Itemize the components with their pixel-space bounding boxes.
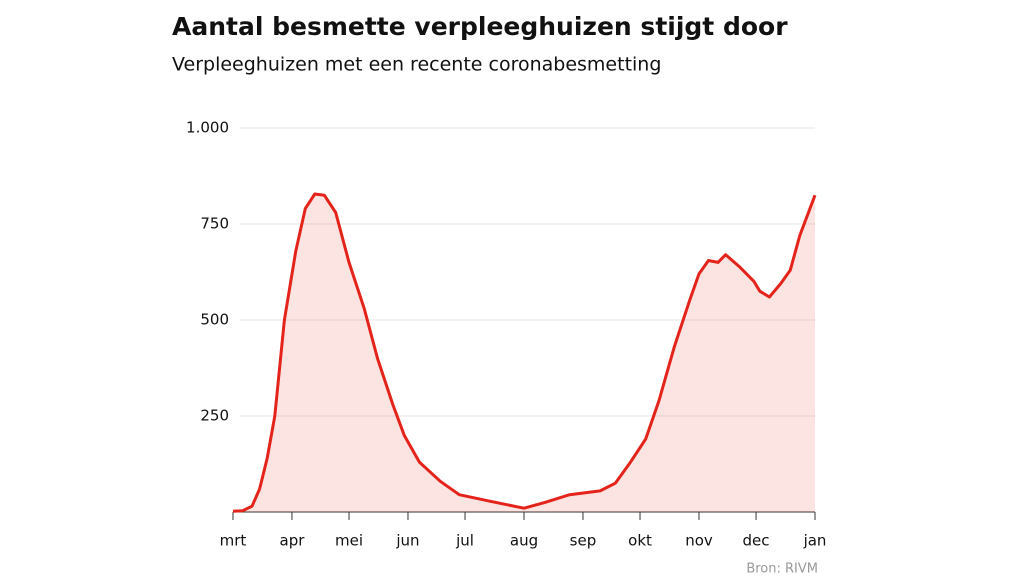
x-tick-label: aug [510, 532, 538, 550]
x-tick-label: jul [455, 532, 474, 550]
chart-title: Aantal besmette verpleeghuizen stijgt do… [172, 12, 788, 41]
x-tick-label: mei [335, 532, 363, 550]
y-tick-label: 250 [200, 407, 229, 425]
y-tick-label: 500 [200, 311, 229, 329]
line [232, 192, 817, 513]
chart-subtitle: Verpleeghuizen met een recente coronabes… [172, 54, 661, 76]
x-tick-label: mrt [220, 532, 247, 550]
y-tick-label: 750 [200, 215, 229, 233]
x-tick-label: jun [395, 532, 419, 550]
x-tick-label: dec [743, 532, 770, 550]
source: Bron: RIVM [746, 562, 818, 576]
x-tick-label: nov [685, 532, 713, 550]
x-tick-label: okt [628, 532, 652, 550]
x-tick-label: apr [280, 532, 306, 550]
x-tick-label: jan [803, 532, 827, 550]
area [233, 194, 815, 512]
y-tick-label: 1.000 [186, 119, 229, 137]
x-tick-label: sep [570, 532, 597, 550]
